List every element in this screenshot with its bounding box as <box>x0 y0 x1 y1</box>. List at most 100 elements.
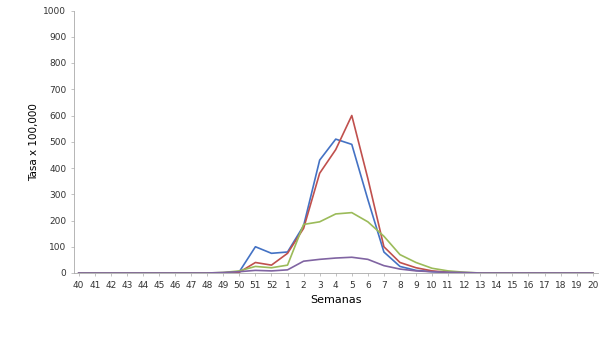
Tasa_5_14 <box>75 271 83 275</box>
Tasa_65_+ <box>332 256 339 260</box>
Tasa_65_+ <box>380 264 387 268</box>
Tasa_5_14 <box>573 271 580 275</box>
Tasa_0_4 <box>91 271 99 275</box>
Tasa_15_64 <box>493 271 500 275</box>
Tasa_65_+ <box>509 271 516 275</box>
Tasa_15_64 <box>396 253 403 257</box>
Tasa_5_14 <box>139 271 147 275</box>
Tasa_15_64 <box>525 271 532 275</box>
Tasa_0_4 <box>284 250 291 254</box>
Tasa_65_+ <box>236 270 243 274</box>
Line: Tasa_5_14: Tasa_5_14 <box>79 116 593 273</box>
Tasa_0_4 <box>332 137 339 141</box>
Tasa_15_64 <box>284 263 291 267</box>
Tasa_0_4 <box>509 271 516 275</box>
Tasa_0_4 <box>252 245 259 249</box>
Tasa_15_64 <box>236 269 243 273</box>
Tasa_0_4 <box>203 271 211 275</box>
Tasa_15_64 <box>123 271 131 275</box>
Tasa_65_+ <box>477 271 484 275</box>
Tasa_5_14 <box>445 270 452 274</box>
Tasa_0_4 <box>525 271 532 275</box>
Tasa_65_+ <box>428 270 436 274</box>
Tasa_15_64 <box>139 271 147 275</box>
Tasa_65_+ <box>187 271 195 275</box>
Tasa_0_4 <box>541 271 548 275</box>
Tasa_5_14 <box>461 271 468 275</box>
Tasa_0_4 <box>75 271 83 275</box>
Tasa_15_64 <box>252 264 259 268</box>
Tasa_5_14 <box>187 271 195 275</box>
Tasa_65_+ <box>445 270 452 274</box>
Tasa_15_64 <box>412 260 419 265</box>
Tasa_65_+ <box>557 271 564 275</box>
Tasa_0_4 <box>268 251 275 256</box>
Tasa_5_14 <box>107 271 115 275</box>
Tasa_5_14 <box>316 171 323 175</box>
Tasa_5_14 <box>252 260 259 265</box>
Tasa_5_14 <box>525 271 532 275</box>
Tasa_65_+ <box>412 269 419 273</box>
Tasa_0_4 <box>236 270 243 274</box>
Tasa_65_+ <box>364 257 371 261</box>
Tasa_15_64 <box>477 271 484 275</box>
Tasa_0_4 <box>589 271 596 275</box>
Tasa_65_+ <box>573 271 580 275</box>
Tasa_0_4 <box>364 197 371 202</box>
Tasa_5_14 <box>412 266 419 270</box>
Tasa_65_+ <box>525 271 532 275</box>
Tasa_0_4 <box>219 271 227 275</box>
Tasa_0_4 <box>171 271 179 275</box>
Tasa_5_14 <box>541 271 548 275</box>
Tasa_0_4 <box>557 271 564 275</box>
Tasa_0_4 <box>123 271 131 275</box>
Tasa_0_4 <box>428 270 436 274</box>
Tasa_0_4 <box>107 271 115 275</box>
Tasa_65_+ <box>203 271 211 275</box>
Tasa_65_+ <box>155 271 163 275</box>
Tasa_0_4 <box>445 270 452 274</box>
Tasa_5_14 <box>364 176 371 181</box>
Tasa_15_64 <box>364 220 371 224</box>
Tasa_0_4 <box>316 158 323 162</box>
Tasa_15_64 <box>589 271 596 275</box>
Tasa_65_+ <box>316 257 323 261</box>
Line: Tasa_65_+: Tasa_65_+ <box>79 257 593 273</box>
Tasa_5_14 <box>428 269 436 273</box>
Tasa_15_64 <box>445 269 452 273</box>
Tasa_5_14 <box>332 148 339 152</box>
Tasa_15_64 <box>557 271 564 275</box>
Tasa_0_4 <box>139 271 147 275</box>
Tasa_65_+ <box>493 271 500 275</box>
Tasa_15_64 <box>75 271 83 275</box>
Tasa_5_14 <box>348 113 355 118</box>
Tasa_0_4 <box>380 250 387 254</box>
Tasa_15_64 <box>268 266 275 270</box>
Tasa_0_4 <box>348 142 355 146</box>
Tasa_5_14 <box>396 260 403 265</box>
Line: Tasa_0_4: Tasa_0_4 <box>79 139 593 273</box>
Tasa_0_4 <box>300 224 307 228</box>
Tasa_65_+ <box>75 271 83 275</box>
Tasa_65_+ <box>284 268 291 272</box>
Tasa_65_+ <box>348 255 355 259</box>
Tasa_5_14 <box>123 271 131 275</box>
Tasa_5_14 <box>236 270 243 274</box>
Tasa_0_4 <box>396 264 403 268</box>
Tasa_15_64 <box>187 271 195 275</box>
Tasa_0_4 <box>187 271 195 275</box>
Tasa_5_14 <box>284 251 291 256</box>
Tasa_15_64 <box>332 212 339 216</box>
Y-axis label: Tasa x 100,000: Tasa x 100,000 <box>29 103 39 181</box>
Tasa_65_+ <box>268 269 275 273</box>
Tasa_65_+ <box>396 267 403 271</box>
Tasa_65_+ <box>107 271 115 275</box>
Tasa_65_+ <box>589 271 596 275</box>
Tasa_0_4 <box>412 268 419 273</box>
Tasa_15_64 <box>428 266 436 271</box>
Tasa_5_14 <box>557 271 564 275</box>
Tasa_5_14 <box>155 271 163 275</box>
Tasa_5_14 <box>380 245 387 249</box>
Tasa_5_14 <box>91 271 99 275</box>
Tasa_65_+ <box>461 270 468 274</box>
